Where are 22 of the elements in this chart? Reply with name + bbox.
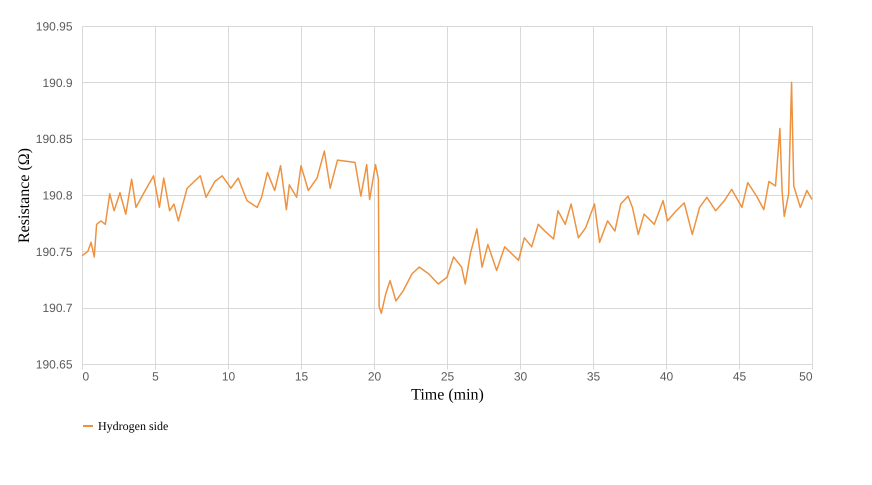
y-tick-label: 190.85 [36, 132, 73, 146]
legend-label: Hydrogen side [98, 419, 168, 433]
y-tick-label: 190.75 [36, 244, 73, 259]
x-tick-label: 20 [368, 370, 382, 384]
y-axis-title: Resistance (Ω) [16, 148, 33, 243]
x-axis-title: Time (min) [411, 386, 484, 404]
y-tick-label: 190.65 [36, 358, 73, 372]
x-tick-label: 45 [732, 370, 746, 384]
y-tick-label: 190.95 [36, 20, 73, 34]
x-tick-label: 25 [440, 370, 454, 384]
y-tick-label: 190.7 [42, 301, 73, 316]
x-tick-label: 30 [514, 370, 528, 384]
y-tick-label: 190.8 [42, 188, 73, 202]
x-tick-label: 5 [152, 370, 160, 384]
x-tick-label: 35 [586, 370, 600, 384]
x-tick-label: 40 [660, 370, 674, 384]
y-tick-label: 190.9 [42, 76, 73, 90]
x-tick-label: 0 [82, 370, 90, 384]
x-tick-label: 15 [294, 370, 308, 384]
x-tick-label: 50 [799, 370, 813, 384]
line-series [81, 82, 813, 314]
x-tick-label: 10 [222, 370, 236, 384]
